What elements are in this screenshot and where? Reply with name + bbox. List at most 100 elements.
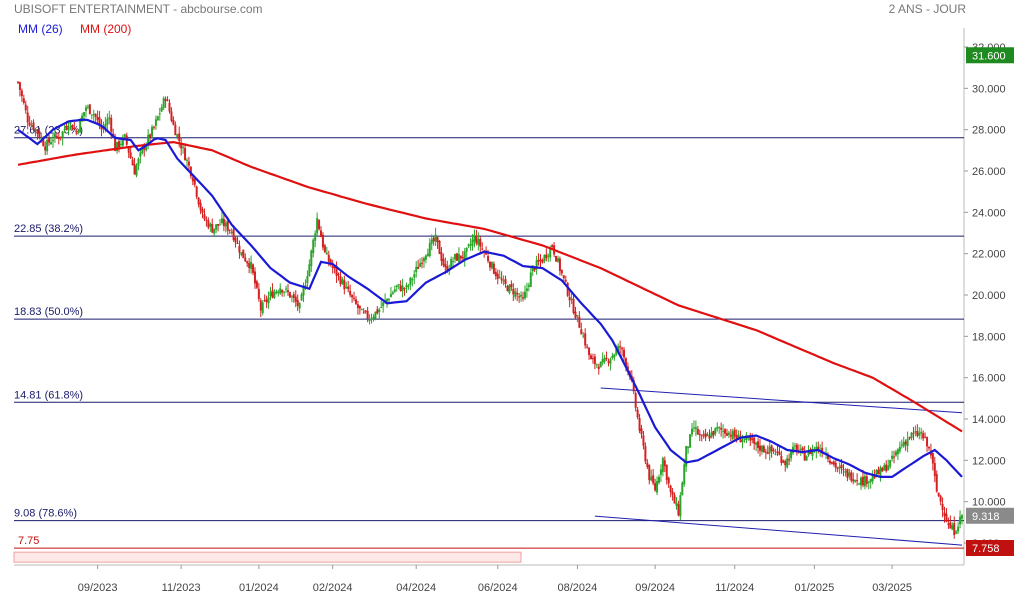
candle-body (708, 435, 711, 439)
candle-body (859, 477, 862, 486)
candle-body (714, 427, 717, 434)
candle-body (896, 449, 899, 455)
y-tick-label: 30.000 (972, 83, 1006, 95)
candle-body (184, 148, 187, 161)
candle-body (269, 291, 272, 297)
candle-body (341, 279, 344, 284)
candle-body (213, 228, 216, 234)
candle-body (591, 358, 594, 360)
candle-body (669, 485, 672, 493)
candle-body (345, 286, 348, 289)
candle-body (498, 276, 501, 278)
candle-body (469, 244, 472, 246)
candle-body (137, 158, 140, 166)
x-tick-label: 01/2025 (794, 582, 834, 594)
candle-body (840, 464, 843, 469)
candle-body (512, 288, 515, 295)
candle-body (238, 245, 241, 253)
candle-body (46, 139, 49, 152)
candle-body (525, 288, 528, 292)
candle-body (116, 141, 119, 151)
candle-body (788, 459, 791, 461)
candle-body (535, 260, 538, 270)
candle-body (271, 290, 274, 298)
candle-body (679, 495, 682, 517)
candle-body (918, 432, 921, 436)
candle-body (640, 428, 643, 435)
fib-level-label: 22.85 (38.2%) (14, 223, 83, 235)
candle-body (265, 299, 268, 303)
candle-body (44, 146, 47, 151)
candle-body (459, 255, 462, 259)
candle-body (926, 437, 929, 447)
candle-body (675, 502, 678, 506)
price-badge-label: 31.600 (972, 50, 1006, 62)
candle-body (94, 114, 97, 118)
candle-body (386, 298, 389, 302)
candle-body (700, 435, 703, 437)
candle-body (288, 292, 291, 298)
candle-body (86, 106, 89, 108)
candle-body (584, 333, 587, 346)
candle-body (650, 476, 653, 481)
candle-body (729, 434, 732, 437)
candle-body (368, 319, 371, 321)
candle-body (244, 257, 247, 262)
candle-body (454, 254, 457, 260)
candle-body (762, 446, 765, 453)
candle-body (663, 460, 666, 467)
candle-body (421, 262, 424, 264)
candle-body (520, 294, 523, 297)
candle-body (26, 112, 29, 123)
candle-body (308, 264, 311, 277)
candle-body (252, 264, 255, 273)
candle-body (914, 431, 917, 433)
candle-body (446, 266, 449, 272)
candle-body (588, 347, 591, 356)
candle-body (331, 265, 334, 269)
candle-body (349, 290, 352, 296)
candle-body (147, 134, 150, 144)
candle-body (626, 366, 629, 370)
candle-body (828, 460, 831, 464)
candle-body (830, 462, 833, 464)
candle-body (908, 437, 911, 439)
candle-body (405, 285, 408, 288)
candle-body (250, 261, 253, 269)
candle-body (366, 310, 369, 319)
candle-body (360, 309, 363, 311)
candle-body (399, 285, 402, 291)
candle-body (152, 126, 155, 128)
x-tick-label: 11/2024 (715, 582, 754, 594)
candle-body (48, 138, 51, 143)
candle-body (257, 288, 260, 300)
candle-body (570, 298, 573, 300)
candle-body (916, 431, 919, 436)
price-badge-low (966, 540, 1014, 557)
candle-body (242, 249, 245, 259)
candle-body (941, 503, 944, 511)
candle-body (720, 427, 723, 430)
candle-body (310, 250, 313, 267)
candle-body (314, 233, 317, 241)
candle-body (698, 434, 701, 436)
candle-body (504, 279, 507, 285)
candle-body (30, 125, 33, 127)
candle-body (955, 531, 958, 534)
price-badge-label: 7.758 (972, 543, 1000, 555)
candle-body (673, 495, 676, 504)
candle-body (727, 432, 730, 435)
x-tick-label: 11/2023 (162, 582, 201, 594)
candle-body (419, 263, 422, 267)
candle-body (481, 248, 484, 250)
candle-body (413, 274, 416, 278)
candle-body (428, 243, 431, 257)
candle-body (143, 147, 146, 150)
candle-body (465, 247, 468, 252)
x-tick-label: 04/2024 (396, 582, 436, 594)
candle-body (661, 457, 664, 472)
x-tick-label: 06/2024 (478, 582, 518, 594)
support-zone (13, 551, 522, 563)
candle-body (77, 130, 80, 133)
candle-body (145, 144, 148, 151)
